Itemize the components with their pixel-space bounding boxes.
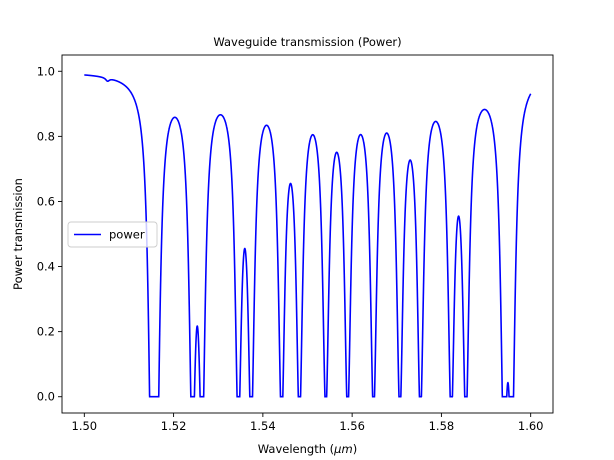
- y-tick-label: 0.2: [37, 325, 55, 339]
- legend-box: [67, 221, 158, 248]
- y-tick-label: 1.0: [37, 64, 55, 78]
- y-tick-label: 0.4: [37, 260, 55, 274]
- plot-area: [61, 54, 554, 414]
- x-tick-label: 1.54: [250, 419, 276, 433]
- y-tick-label: 0.0: [37, 390, 55, 404]
- y-tick-label: 0.6: [37, 194, 55, 208]
- x-tick-label: 1.58: [429, 419, 455, 433]
- x-axis-label-unit: μm: [333, 442, 353, 456]
- x-tick-label: 1.60: [518, 419, 544, 433]
- chart-title: Waveguide transmission (Power): [213, 35, 401, 49]
- legend-label-power: power: [109, 228, 145, 242]
- plot-frame: [61, 54, 554, 414]
- x-axis-label-suffix: ): [353, 442, 358, 456]
- x-axis-label: Wavelength (μm): [258, 442, 357, 456]
- series-line-power: [84, 74, 532, 398]
- x-axis-label-prefix: Wavelength (: [258, 442, 334, 456]
- y-axis: 0.0 0.2 0.4 0.6 0.8 1.0: [37, 64, 62, 404]
- y-axis-label: Power transmission: [11, 178, 25, 290]
- y-tick-label: 0.8: [37, 129, 55, 143]
- x-axis: 1.50 1.52 1.54 1.56 1.58 1.60: [72, 413, 544, 433]
- x-tick-label: 1.50: [72, 419, 98, 433]
- x-tick-label: 1.52: [161, 419, 187, 433]
- x-tick-label: 1.56: [339, 419, 365, 433]
- legend: power: [67, 221, 158, 248]
